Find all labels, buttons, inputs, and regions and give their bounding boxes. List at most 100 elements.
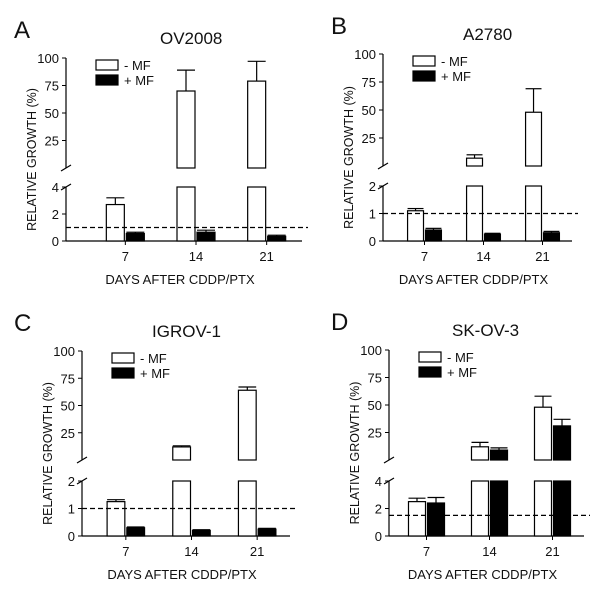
x-tick-label: 14	[189, 249, 203, 264]
y-tick-label: 25	[61, 426, 75, 441]
y-tick-label: 50	[61, 399, 75, 414]
bar	[247, 80, 267, 169]
y-tick-label: 100	[37, 51, 59, 66]
legend-label: + MF	[441, 69, 471, 84]
y-tick-label: 1	[68, 502, 75, 517]
bar	[176, 186, 196, 242]
bar	[267, 235, 287, 242]
bar	[489, 480, 509, 537]
x-axis-label: DAYS AFTER CDDP/PTX	[399, 272, 549, 287]
y-tick-label: 0	[52, 234, 59, 249]
x-tick-label: 21	[259, 249, 273, 264]
panel-label: D	[331, 309, 348, 336]
y-tick-label: 4	[375, 474, 382, 489]
y-tick-label: 50	[45, 106, 59, 121]
bar	[237, 389, 257, 461]
legend-label: - MF	[124, 58, 151, 73]
bar	[552, 425, 572, 461]
y-tick-label: 50	[362, 103, 376, 118]
x-tick-label: 14	[184, 544, 198, 559]
legend-swatch	[95, 59, 119, 71]
y-tick-label: 2	[375, 502, 382, 517]
bar	[176, 90, 196, 169]
legend-label: + MF	[447, 365, 477, 380]
x-tick-label: 21	[545, 544, 559, 559]
panel-label: C	[14, 310, 31, 337]
legend-swatch	[412, 70, 436, 82]
bar	[105, 203, 125, 242]
y-tick-label: 2	[369, 179, 376, 194]
bar	[465, 157, 484, 167]
y-tick-label: 2	[52, 207, 59, 222]
bar	[552, 480, 572, 537]
bar	[191, 529, 211, 537]
legend-label: - MF	[140, 351, 167, 366]
x-tick-label: 14	[482, 544, 496, 559]
panel-label: A	[14, 17, 30, 44]
x-tick-label: 21	[535, 249, 549, 264]
y-tick-label: 50	[368, 398, 382, 413]
x-tick-label: 21	[250, 544, 264, 559]
bar	[470, 480, 490, 537]
y-tick-label: 75	[362, 75, 376, 90]
legend-swatch	[111, 352, 135, 364]
bar	[406, 210, 425, 242]
y-tick-label: 100	[360, 343, 382, 358]
bar	[257, 528, 277, 537]
legend-swatch	[111, 367, 135, 379]
bar	[126, 527, 146, 537]
bar	[125, 232, 145, 242]
x-tick-label: 7	[122, 544, 129, 559]
y-tick-label: 75	[368, 371, 382, 386]
chart-panel-a: A OV2008 25 50 75 100 0 2 4 RELATIVE GROWTH (%) 7 1…	[14, 17, 308, 287]
chart-title: A2780	[463, 25, 512, 44]
chart-title: OV2008	[160, 29, 222, 48]
bar	[424, 229, 443, 242]
y-tick-label: 0	[375, 529, 382, 544]
y-tick-label: 100	[53, 344, 75, 359]
x-tick-label: 14	[476, 249, 490, 264]
x-tick-label: 7	[122, 249, 129, 264]
legend-label: - MF	[447, 350, 474, 365]
axis-break-mark	[60, 164, 72, 172]
y-axis-label: RELATIVE GROWTH (%)	[342, 86, 356, 229]
legend-swatch	[418, 351, 442, 363]
chart-title: SK-OV-3	[452, 321, 519, 340]
bar	[483, 233, 502, 242]
y-tick-label: 100	[354, 47, 376, 62]
bar	[524, 111, 543, 167]
legend-swatch	[418, 366, 442, 378]
bar	[533, 480, 553, 537]
y-tick-label: 1	[369, 207, 376, 222]
y-tick-label: 0	[369, 234, 376, 249]
axis-break-mark	[377, 162, 389, 170]
bar	[247, 186, 267, 242]
x-axis-label: DAYS AFTER CDDP/PTX	[107, 567, 257, 582]
y-tick-label: 0	[68, 529, 75, 544]
bar	[470, 446, 490, 461]
y-tick-label: 4	[52, 180, 59, 195]
y-axis-label: RELATIVE GROWTH (%)	[25, 88, 39, 231]
chart-panel-d: D SK-OV-3 25 50 75 100 0 2 4 RELATIVE GROWTH (%) 7…	[331, 309, 590, 582]
x-axis-label: DAYS AFTER CDDP/PTX	[105, 272, 255, 287]
bar	[407, 501, 427, 537]
chart-title: IGROV-1	[152, 322, 221, 341]
bar	[426, 502, 446, 537]
axis-break-mark	[76, 456, 88, 464]
bar	[172, 446, 192, 461]
legend-label: - MF	[441, 54, 468, 69]
legend-swatch	[412, 55, 436, 67]
chart-panel-c: C IGROV-1 25 50 75 100 0 1 2 RELATIVE GROWTH (%) 7…	[14, 310, 296, 582]
bar	[542, 232, 561, 242]
bar	[106, 501, 126, 537]
x-tick-label: 7	[423, 544, 430, 559]
x-axis-label: DAYS AFTER CDDP/PTX	[408, 567, 558, 582]
y-tick-label: 25	[362, 131, 376, 146]
bar	[489, 449, 509, 461]
y-axis-label: RELATIVE GROWTH (%)	[348, 382, 362, 525]
bar	[196, 231, 216, 242]
legend-label: + MF	[124, 73, 154, 88]
y-tick-label: 75	[45, 79, 59, 94]
